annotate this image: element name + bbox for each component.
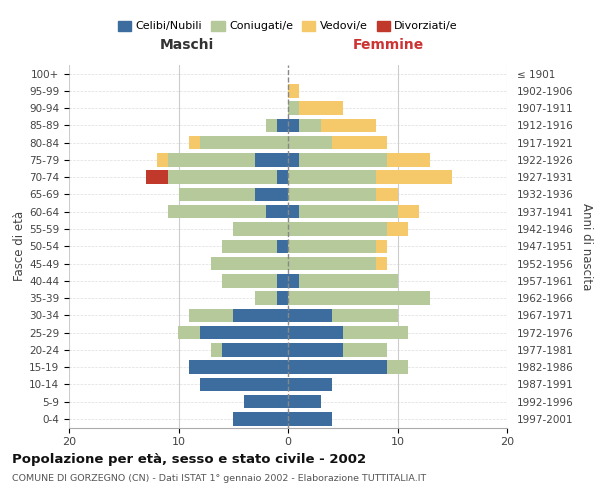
Bar [288,118,299,132]
Bar [223,274,277,287]
Bar [376,240,386,253]
Bar [288,395,321,408]
Bar [299,274,398,287]
Bar [288,170,376,184]
Bar [398,205,419,218]
Bar [299,102,343,115]
Bar [233,412,288,426]
Text: COMUNE DI GORZEGNO (CN) - Dati ISTAT 1° gennaio 2002 - Elaborazione TUTTITALIA.I: COMUNE DI GORZEGNO (CN) - Dati ISTAT 1° … [12,474,426,483]
Bar [299,153,386,166]
Bar [200,326,288,340]
Bar [288,222,386,235]
Bar [190,136,200,149]
Bar [200,378,288,391]
Bar [211,257,288,270]
Bar [321,118,376,132]
Bar [332,308,398,322]
Bar [211,343,223,356]
Bar [288,274,299,287]
Text: Maschi: Maschi [160,38,214,52]
Bar [288,378,332,391]
Bar [376,257,386,270]
Bar [288,84,299,98]
Bar [179,326,200,340]
Bar [167,205,266,218]
Bar [386,153,430,166]
Text: Popolazione per età, sesso e stato civile - 2002: Popolazione per età, sesso e stato civil… [12,452,366,466]
Bar [299,118,321,132]
Bar [288,412,332,426]
Bar [277,292,288,305]
Bar [288,188,376,201]
Bar [266,205,288,218]
Bar [299,205,398,218]
Bar [223,343,288,356]
Bar [255,188,288,201]
Bar [376,188,398,201]
Bar [386,360,409,374]
Bar [255,153,288,166]
Bar [277,118,288,132]
Bar [233,308,288,322]
Bar [288,308,332,322]
Bar [223,240,277,253]
Bar [332,136,386,149]
Bar [277,240,288,253]
Bar [288,292,430,305]
Bar [167,153,255,166]
Bar [288,240,376,253]
Bar [190,360,288,374]
Bar [288,102,299,115]
Bar [343,343,386,356]
Bar [167,170,277,184]
Bar [266,118,277,132]
Bar [288,136,332,149]
Bar [277,170,288,184]
Bar [190,308,233,322]
Bar [146,170,167,184]
Bar [244,395,288,408]
Bar [277,274,288,287]
Bar [386,222,409,235]
Bar [376,170,452,184]
Text: Femmine: Femmine [353,38,424,52]
Y-axis label: Anni di nascita: Anni di nascita [580,202,593,290]
Bar [288,360,386,374]
Bar [288,326,343,340]
Bar [343,326,409,340]
Bar [288,257,376,270]
Bar [157,153,167,166]
Bar [288,343,343,356]
Legend: Celibi/Nubili, Coniugati/e, Vedovi/e, Divorziati/e: Celibi/Nubili, Coniugati/e, Vedovi/e, Di… [113,16,463,36]
Bar [255,292,277,305]
Bar [288,153,299,166]
Y-axis label: Fasce di età: Fasce di età [13,211,26,282]
Bar [200,136,288,149]
Bar [233,222,288,235]
Bar [179,188,255,201]
Bar [288,205,299,218]
